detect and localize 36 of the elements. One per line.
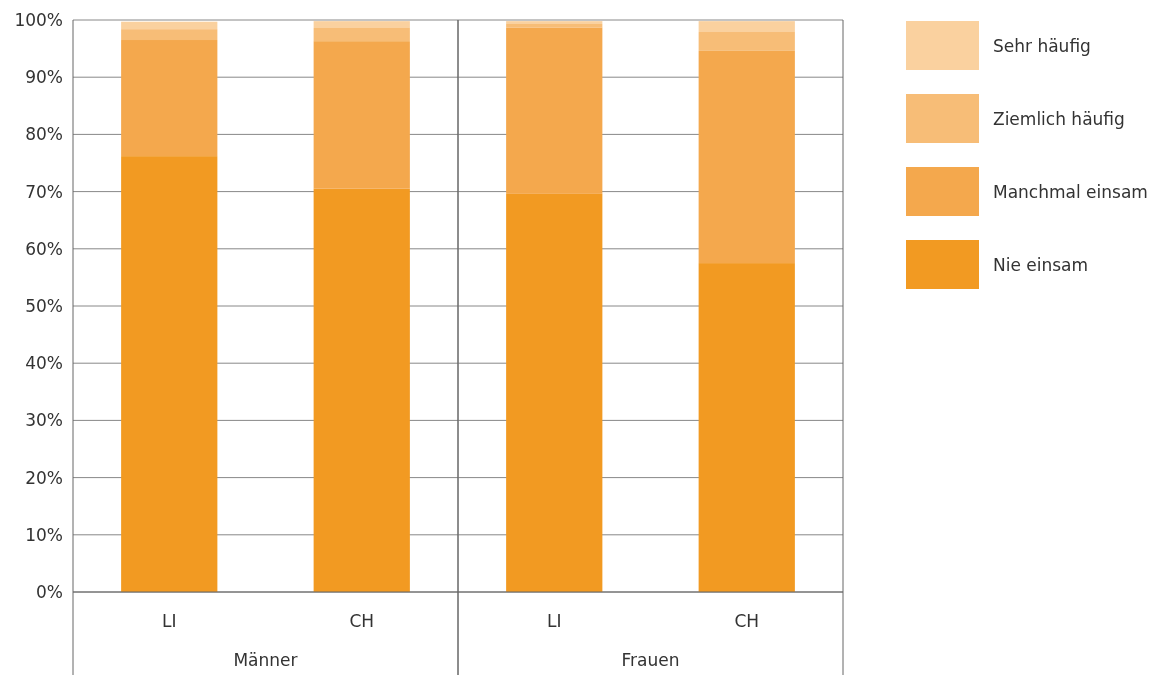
bar xyxy=(313,21,410,29)
bar xyxy=(313,188,410,592)
text: Manchmal einsam xyxy=(993,181,1148,202)
y-tick-label: 30% xyxy=(25,410,63,431)
y-tick-label: 0% xyxy=(36,581,63,602)
bar xyxy=(698,21,795,33)
y-tick-label: 20% xyxy=(25,467,63,488)
bar xyxy=(698,32,795,51)
bar xyxy=(121,40,218,157)
x-axis-title: Männer xyxy=(233,650,298,670)
y-tick-label: 10% xyxy=(25,524,63,545)
bar xyxy=(698,50,795,264)
bar xyxy=(121,21,218,30)
x-axis-title: Frauen xyxy=(621,650,680,670)
bar xyxy=(121,156,218,592)
bar xyxy=(121,29,218,41)
x-tick-label: CH xyxy=(349,611,375,631)
text: Nie einsam xyxy=(993,254,1089,275)
y-tick-label: 70% xyxy=(25,181,63,202)
bar xyxy=(313,41,410,189)
y-tick-label: 90% xyxy=(25,67,63,88)
y-tick-label: 100% xyxy=(14,9,63,30)
bar xyxy=(506,21,603,24)
x-tick-label: CH xyxy=(734,611,760,631)
y-tick-label: 80% xyxy=(25,124,63,145)
y-tick-label: 60% xyxy=(25,238,63,259)
x-tick-label: LI xyxy=(162,611,177,631)
bar xyxy=(506,193,603,592)
text: Sehr häufig xyxy=(993,35,1091,56)
bar xyxy=(698,263,795,592)
text: Ziemlich häufig xyxy=(993,108,1125,129)
y-tick-label: 50% xyxy=(25,295,63,316)
y-tick-label: 40% xyxy=(25,353,63,374)
bar xyxy=(313,28,410,42)
x-tick-label: LI xyxy=(547,611,562,631)
bar xyxy=(506,27,603,194)
